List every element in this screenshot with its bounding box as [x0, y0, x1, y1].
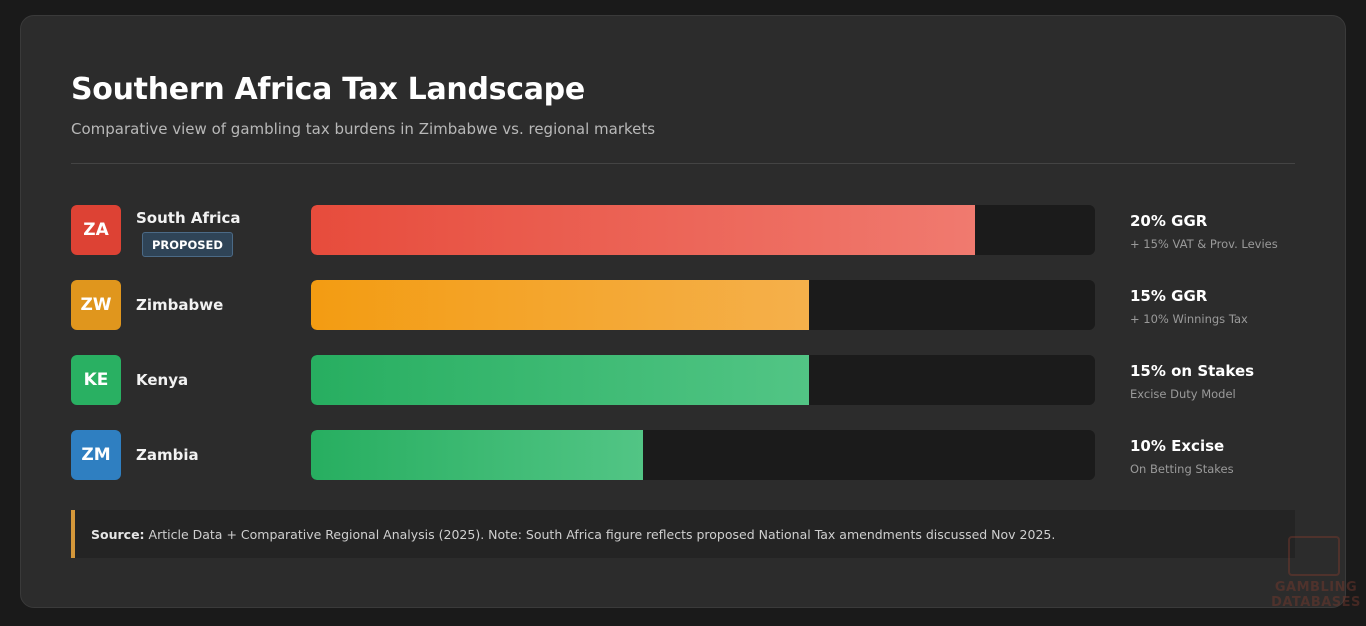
bar-row: ZW Zimbabwe 15% GGR + 10% Winnings Tax [71, 280, 1295, 330]
country-code-badge: ZA [71, 205, 121, 255]
rate-note: Excise Duty Model [1130, 387, 1236, 401]
watermark-icon [1288, 536, 1340, 576]
chart-subtitle: Comparative view of gambling tax burdens… [71, 120, 656, 138]
country-code-badge: KE [71, 355, 121, 405]
rate-label: 10% Excise [1130, 437, 1225, 455]
bar-row: ZM Zambia 10% Excise On Betting Stakes [71, 430, 1295, 480]
source-label: Source: [91, 526, 145, 542]
country-name: Kenya [136, 371, 189, 389]
bar-track [311, 205, 1095, 255]
watermark-logo: GAMBLING DATABASES [1268, 536, 1364, 624]
country-name: South Africa [136, 209, 241, 227]
bar-fill [311, 205, 976, 255]
bar-track [311, 280, 1095, 330]
country-code-badge: ZM [71, 430, 121, 480]
bar-row: KE Kenya 15% on Stakes Excise Duty Model [71, 355, 1295, 405]
chart-card: Southern Africa Tax Landscape Comparativ… [20, 15, 1346, 608]
bar-fill [311, 280, 810, 330]
country-name: Zambia [136, 446, 199, 464]
rate-label: 20% GGR [1130, 212, 1208, 230]
source-note: Source: Article Data + Comparative Regio… [71, 510, 1295, 558]
bar-fill [311, 430, 644, 480]
rate-note: + 10% Winnings Tax [1130, 312, 1248, 326]
source-text: Article Data + Comparative Regional Anal… [148, 526, 1056, 542]
rate-note: + 15% VAT & Prov. Levies [1130, 237, 1278, 251]
bar-track [311, 430, 1095, 480]
bar-fill [311, 355, 810, 405]
rate-label: 15% on Stakes [1130, 362, 1255, 380]
rate-label: 15% GGR [1130, 287, 1208, 305]
chart-title: Southern Africa Tax Landscape [71, 72, 585, 107]
proposed-tag: PROPOSED [142, 232, 233, 257]
country-name: Zimbabwe [136, 296, 224, 314]
divider [71, 163, 1295, 164]
bar-row: ZA South Africa PROPOSED 20% GGR + 15% VAT &… [71, 205, 1295, 257]
watermark-text: GAMBLING DATABASES [1271, 580, 1361, 610]
country-code-badge: ZW [71, 280, 121, 330]
bar-track [311, 355, 1095, 405]
rate-note: On Betting Stakes [1130, 462, 1234, 476]
